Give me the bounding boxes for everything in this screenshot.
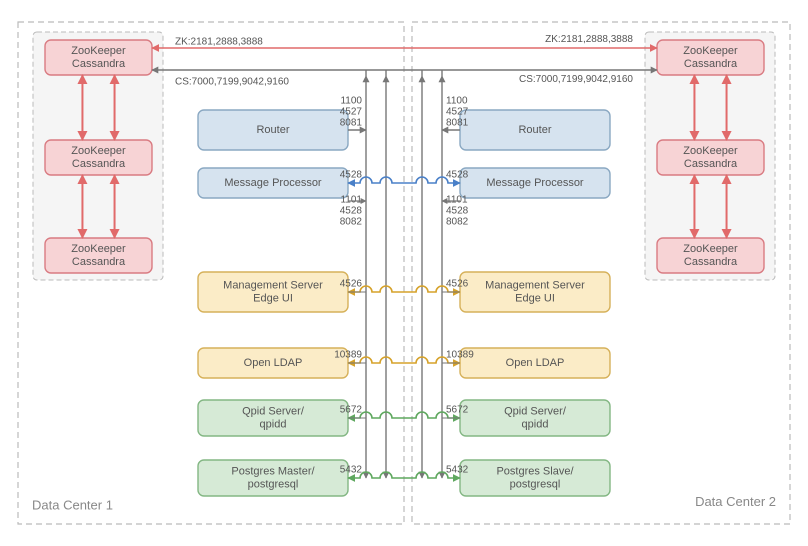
svg-text:Message Processor: Message Processor	[486, 177, 584, 189]
svg-text:8082: 8082	[340, 217, 363, 228]
svg-text:Cassandra: Cassandra	[72, 158, 126, 170]
svg-text:Data Center 1: Data Center 1	[32, 497, 113, 512]
svg-text:Cassandra: Cassandra	[684, 58, 738, 70]
svg-text:Postgres Slave/: Postgres Slave/	[496, 465, 574, 477]
svg-text:Cassandra: Cassandra	[72, 256, 126, 268]
svg-text:Qpid Server/: Qpid Server/	[242, 405, 305, 417]
svg-text:Management Server: Management Server	[223, 279, 323, 291]
svg-text:Cassandra: Cassandra	[684, 256, 738, 268]
svg-text:8081: 8081	[340, 118, 363, 129]
svg-text:1101: 1101	[446, 195, 468, 206]
svg-text:Cassandra: Cassandra	[684, 158, 738, 170]
svg-text:4527: 4527	[340, 107, 363, 118]
svg-text:4526: 4526	[446, 279, 469, 290]
svg-text:1100: 1100	[340, 96, 362, 107]
svg-text:ZooKeeper: ZooKeeper	[71, 45, 126, 57]
svg-text:1101: 1101	[340, 195, 362, 206]
svg-text:5432: 5432	[446, 465, 469, 476]
svg-text:4527: 4527	[446, 107, 469, 118]
svg-text:postgresql: postgresql	[248, 478, 299, 490]
svg-text:ZK:2181,2888,3888: ZK:2181,2888,3888	[175, 37, 263, 48]
svg-text:ZK:2181,2888,3888: ZK:2181,2888,3888	[545, 34, 633, 45]
svg-text:ZooKeeper: ZooKeeper	[683, 45, 738, 57]
svg-text:4528: 4528	[446, 170, 469, 181]
svg-text:postgresql: postgresql	[510, 478, 561, 490]
svg-text:Data Center 2: Data Center 2	[695, 494, 776, 509]
svg-text:5432: 5432	[340, 465, 363, 476]
svg-text:4528: 4528	[340, 206, 363, 217]
svg-text:5672: 5672	[446, 405, 469, 416]
svg-text:4528: 4528	[446, 206, 469, 217]
svg-text:qpidd: qpidd	[260, 418, 287, 430]
svg-text:Cassandra: Cassandra	[72, 58, 126, 70]
svg-text:Router: Router	[256, 124, 289, 136]
svg-text:Router: Router	[518, 124, 551, 136]
svg-text:CS:7000,7199,9042,9160: CS:7000,7199,9042,9160	[175, 77, 289, 88]
svg-text:ZooKeeper: ZooKeeper	[683, 243, 738, 255]
svg-text:Edge UI: Edge UI	[253, 292, 293, 304]
svg-text:ZooKeeper: ZooKeeper	[683, 145, 738, 157]
svg-text:Message Processor: Message Processor	[224, 177, 322, 189]
svg-text:ZooKeeper: ZooKeeper	[71, 243, 126, 255]
svg-text:10389: 10389	[446, 350, 474, 361]
svg-text:Qpid Server/: Qpid Server/	[504, 405, 567, 417]
svg-text:4526: 4526	[340, 279, 363, 290]
svg-text:Postgres Master/: Postgres Master/	[231, 465, 315, 477]
svg-text:8081: 8081	[446, 118, 469, 129]
svg-text:Open LDAP: Open LDAP	[506, 357, 565, 369]
svg-text:qpidd: qpidd	[522, 418, 549, 430]
svg-text:Edge UI: Edge UI	[515, 292, 555, 304]
svg-text:CS:7000,7199,9042,9160: CS:7000,7199,9042,9160	[519, 74, 633, 85]
svg-text:Open LDAP: Open LDAP	[244, 357, 303, 369]
svg-text:8082: 8082	[446, 217, 469, 228]
svg-text:5672: 5672	[340, 405, 363, 416]
svg-text:4528: 4528	[340, 170, 363, 181]
svg-text:Management Server: Management Server	[485, 279, 585, 291]
svg-text:10389: 10389	[334, 350, 362, 361]
svg-text:ZooKeeper: ZooKeeper	[71, 145, 126, 157]
svg-text:1100: 1100	[446, 96, 468, 107]
